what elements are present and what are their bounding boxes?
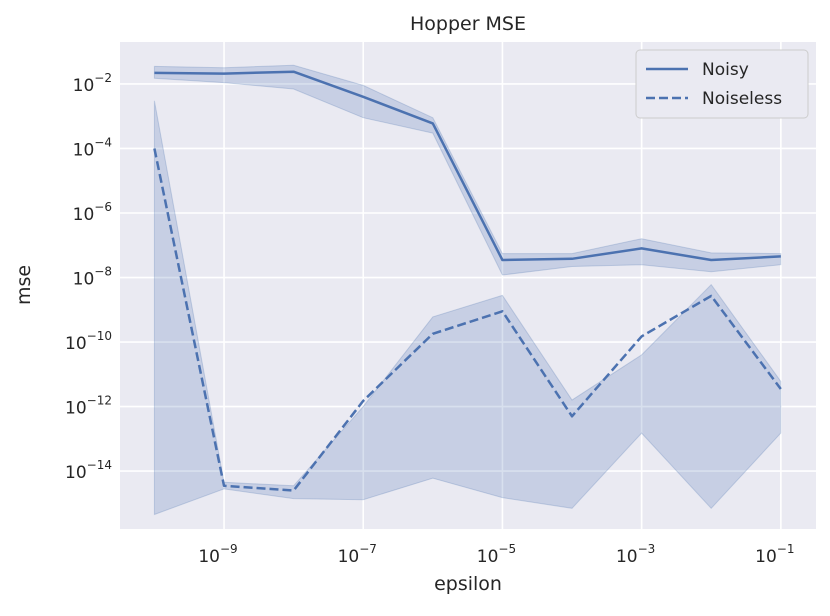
- confidence-bands: [153, 64, 782, 516]
- plot-background: [120, 42, 816, 529]
- x-tick-label: 10−3: [616, 542, 655, 567]
- y-tick-label: 10−4: [73, 135, 112, 160]
- y-tick-label: 10−8: [73, 265, 112, 290]
- legend-label-noisy: Noisy: [702, 60, 749, 80]
- x-tick-label: 10−5: [477, 542, 516, 567]
- chart-title: Hopper MSE: [410, 13, 526, 35]
- x-tick-label: 10−1: [755, 542, 794, 567]
- y-tick-label: 10−14: [65, 458, 112, 483]
- series-lines: [153, 70, 782, 492]
- x-axis-label: epsilon: [434, 573, 502, 595]
- y-tick-labels: 10−2 10−4 10−6 10−8 10−10 10−12 10−14: [65, 71, 112, 483]
- band-noisy: [153, 64, 782, 276]
- x-tick-label: 10−7: [338, 542, 377, 567]
- y-tick-label: 10−6: [73, 200, 112, 225]
- grid: [120, 42, 816, 529]
- y-tick-label: 10−2: [73, 71, 112, 96]
- legend-label-noiseless: Noiseless: [702, 89, 782, 109]
- x-tick-label: 10−9: [198, 542, 237, 567]
- legend: Noisy Noiseless: [635, 49, 809, 119]
- y-tick-label: 10−10: [65, 329, 112, 354]
- line-noiseless: [153, 148, 782, 492]
- legend-box: [635, 49, 809, 119]
- line-noisy: [154, 70, 781, 262]
- x-tick-labels: 10−9 10−7 10−5 10−3 10−1: [198, 542, 794, 567]
- y-tick-label: 10−12: [65, 394, 112, 419]
- y-axis-label: mse: [13, 265, 35, 305]
- band-noiseless: [153, 100, 782, 516]
